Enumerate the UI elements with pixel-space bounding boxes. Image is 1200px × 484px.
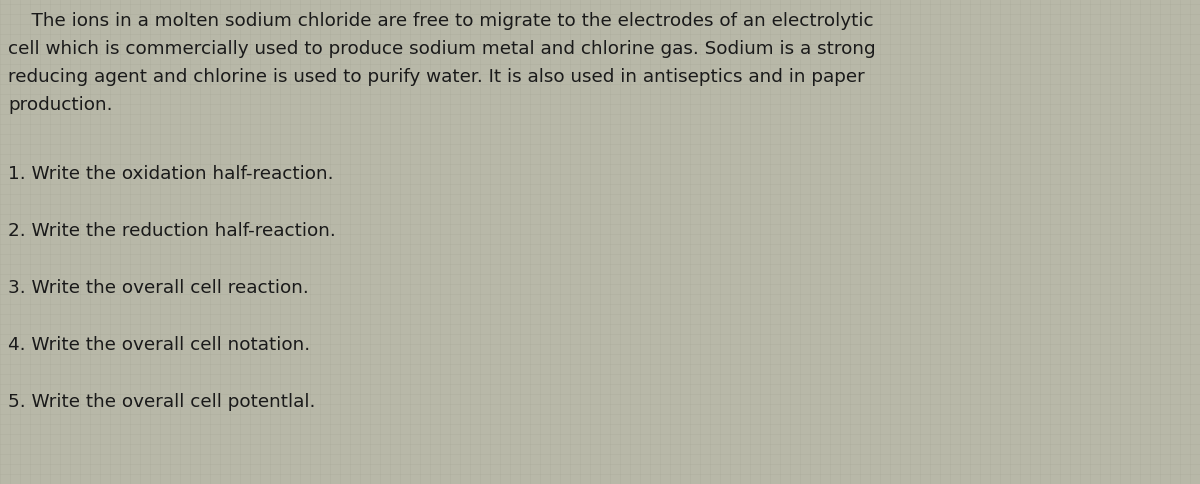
- Text: 1. Write the oxidation half-reaction.: 1. Write the oxidation half-reaction.: [8, 165, 334, 183]
- Text: 4. Write the overall cell notation.: 4. Write the overall cell notation.: [8, 336, 310, 354]
- Text: 3. Write the overall cell reaction.: 3. Write the overall cell reaction.: [8, 279, 308, 297]
- Text: The ions in a molten sodium chloride are free to migrate to the electrodes of an: The ions in a molten sodium chloride are…: [8, 12, 874, 30]
- Text: reducing agent and chlorine is used to purify water. It is also used in antisept: reducing agent and chlorine is used to p…: [8, 68, 865, 86]
- Text: 5. Write the overall cell potentlal.: 5. Write the overall cell potentlal.: [8, 393, 316, 411]
- Text: production.: production.: [8, 96, 113, 114]
- Text: 2. Write the reduction half-reaction.: 2. Write the reduction half-reaction.: [8, 222, 336, 240]
- Text: cell which is commercially used to produce sodium metal and chlorine gas. Sodium: cell which is commercially used to produ…: [8, 40, 876, 58]
